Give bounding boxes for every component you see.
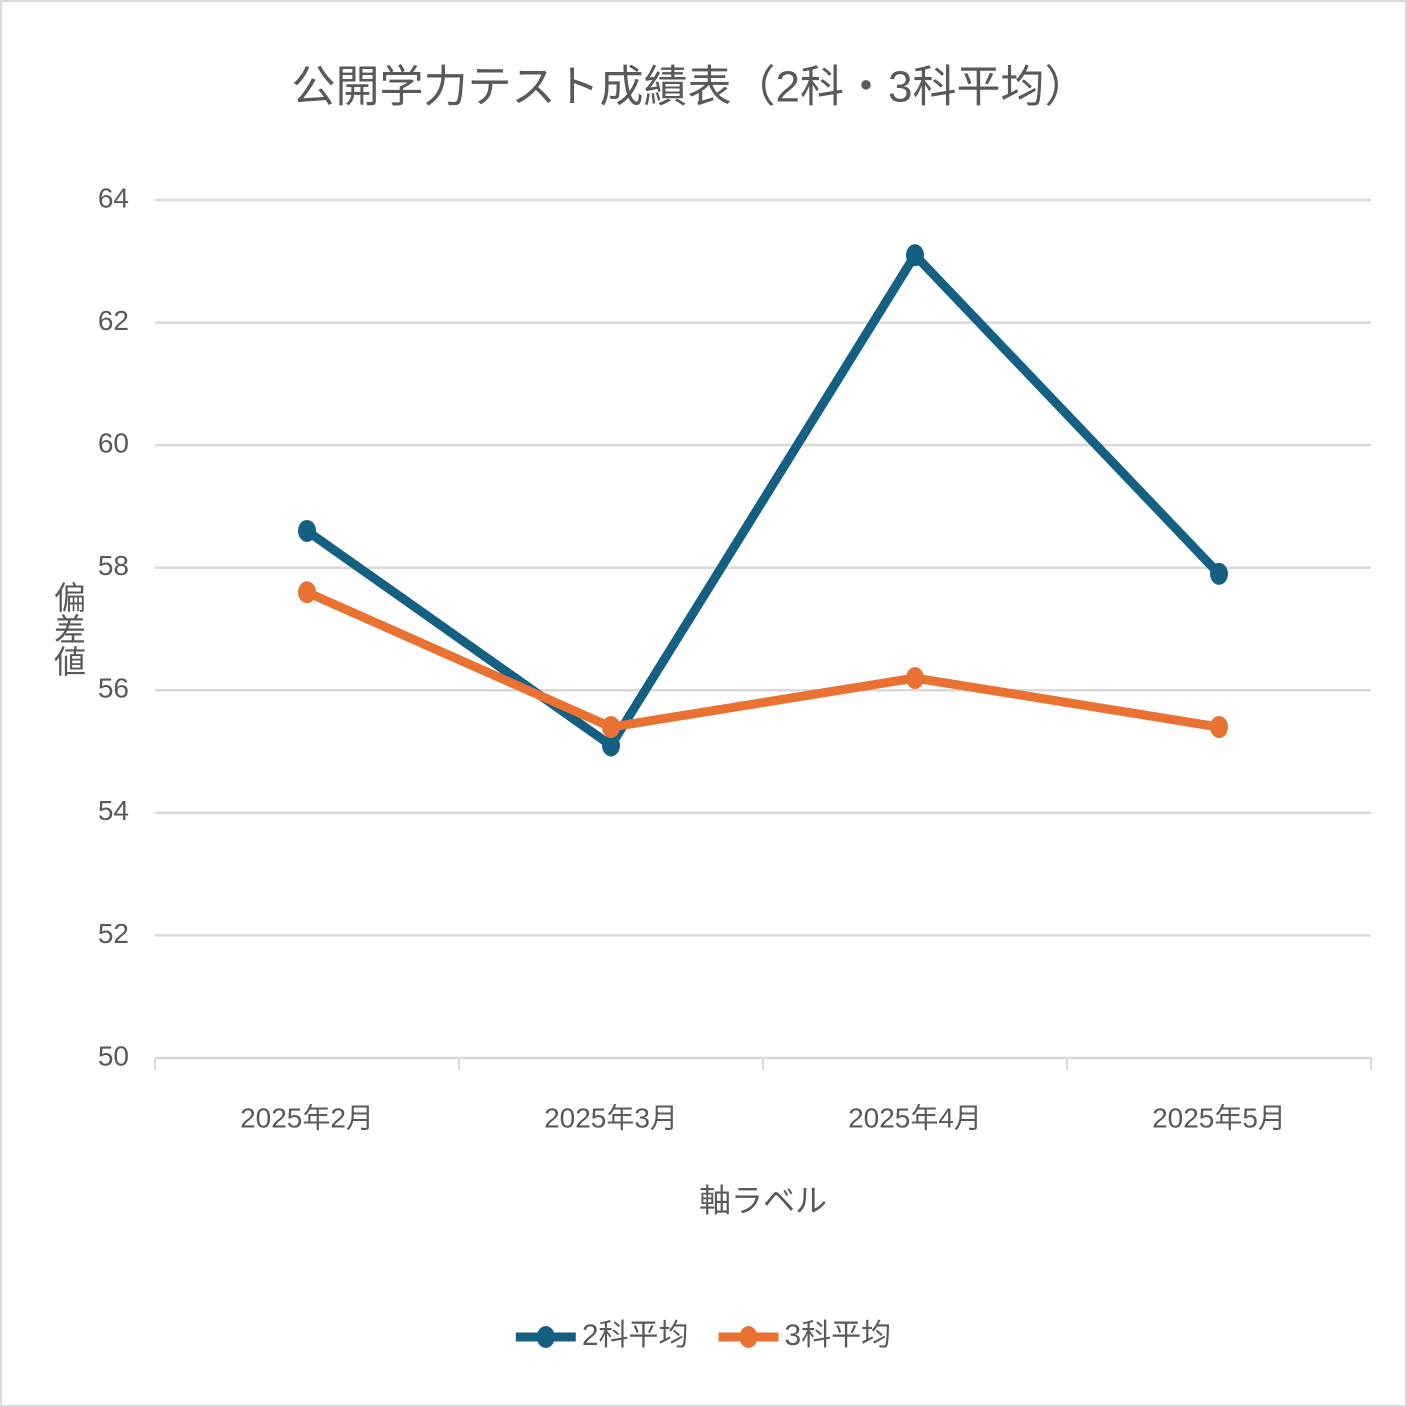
chart-title: 公開学力テスト成績表（2科・3科平均） xyxy=(292,63,1089,112)
series-line xyxy=(304,250,1223,750)
legend-label: 3科平均 xyxy=(785,1319,892,1352)
legend-label: 2科平均 xyxy=(582,1319,689,1352)
legend-marker xyxy=(739,1326,758,1348)
y-tick-label: 60 xyxy=(98,428,129,459)
y-tick-label: 56 xyxy=(98,673,129,704)
y-axis-title: 偏差値 xyxy=(50,581,86,677)
marker xyxy=(906,244,924,267)
y-tick-label: 58 xyxy=(98,550,129,581)
marker xyxy=(1210,562,1228,585)
legend-item: 2科平均 xyxy=(515,1319,689,1352)
x-tick-label: 2025年3月 xyxy=(544,1102,678,1133)
marker xyxy=(298,519,316,542)
legend-marker xyxy=(536,1326,555,1348)
series-line xyxy=(305,588,1220,732)
x-tick-label: 2025年4月 xyxy=(848,1102,982,1133)
x-tick-label: 2025年5月 xyxy=(1152,1102,1286,1133)
marker xyxy=(906,667,924,690)
marker xyxy=(602,716,620,739)
x-tick-label: 2025年2月 xyxy=(240,1102,374,1133)
y-tick-label: 50 xyxy=(98,1040,129,1071)
y-tick-label: 64 xyxy=(98,182,129,213)
marker xyxy=(298,581,316,604)
x-axis-title: 軸ラベル xyxy=(699,1182,827,1218)
marker xyxy=(1210,716,1228,739)
y-tick-label: 62 xyxy=(98,305,129,336)
marker xyxy=(602,734,620,757)
y-tick-label: 54 xyxy=(98,795,129,826)
legend-item: 3科平均 xyxy=(718,1319,892,1352)
y-tick-label: 52 xyxy=(98,918,129,949)
